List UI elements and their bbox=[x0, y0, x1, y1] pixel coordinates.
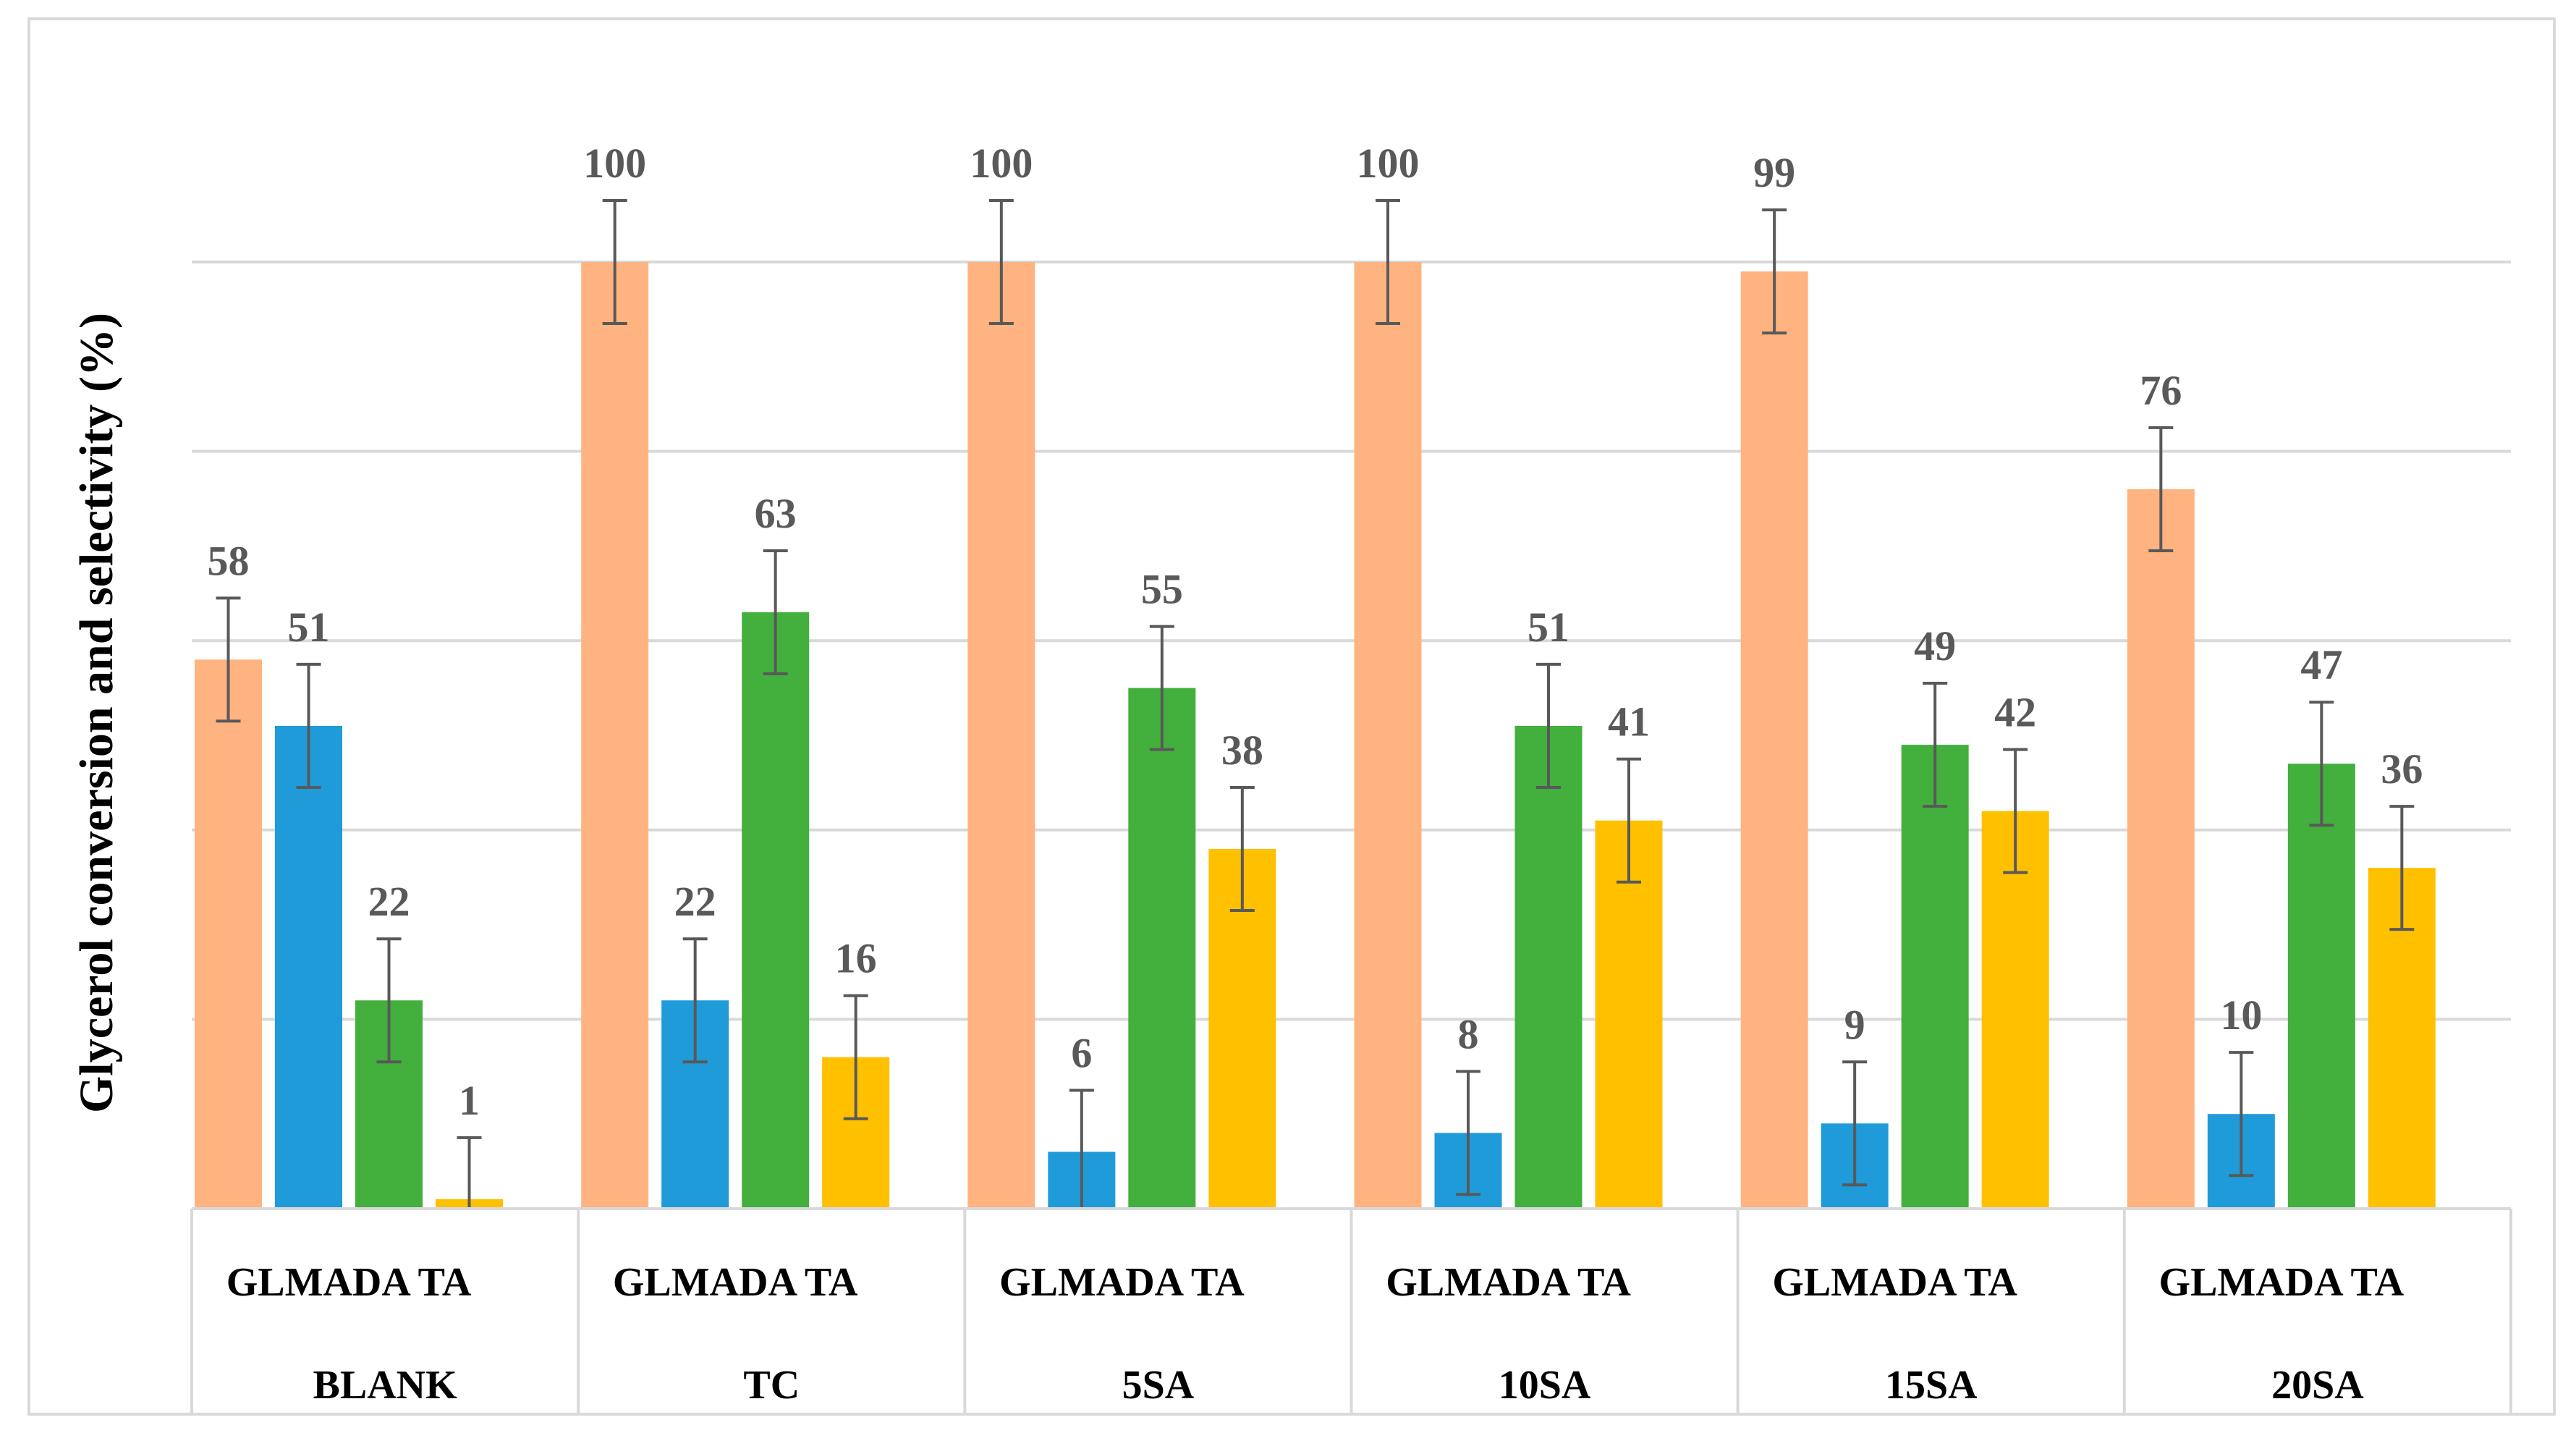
bar-10sa-da bbox=[1514, 725, 1583, 1209]
bar-15sa-ta bbox=[1981, 811, 2049, 1209]
error-bar-15sa-gl bbox=[1762, 208, 1787, 335]
bar-5sa-da bbox=[1128, 688, 1196, 1209]
data-label-blank-ta: 1 bbox=[459, 1077, 480, 1124]
y-axis-label: Glycerol conversion and selectivity (%) bbox=[70, 313, 123, 1113]
category-sublabel-20sa: GLMADA TA bbox=[2159, 1260, 2405, 1305]
category-sublabel-15sa: GLMADA TA bbox=[1772, 1260, 2017, 1305]
data-label-15sa-da: 49 bbox=[1914, 622, 1956, 669]
group-label-10sa: 10SA bbox=[1499, 1363, 1591, 1408]
error-bar-10sa-gl bbox=[1376, 198, 1400, 326]
category-sublabel-tc: GLMADA TA bbox=[613, 1260, 858, 1305]
error-bar-5sa-ta bbox=[1229, 785, 1255, 912]
bar-10sa-ta bbox=[1595, 820, 1663, 1209]
data-label-tc-ma: 22 bbox=[674, 878, 716, 925]
data-label-15sa-ta: 42 bbox=[1994, 689, 2036, 736]
data-label-5sa-gl: 100 bbox=[970, 140, 1033, 187]
error-bar-20sa-ma bbox=[2229, 1051, 2254, 1178]
data-label-20sa-ma: 10 bbox=[2220, 992, 2262, 1039]
data-label-5sa-ma: 6 bbox=[1071, 1030, 1092, 1077]
data-label-tc-da: 63 bbox=[755, 490, 797, 537]
error-bar-5sa-da bbox=[1149, 625, 1174, 751]
error-bar-tc-ta bbox=[843, 994, 868, 1120]
data-label-10sa-da: 51 bbox=[1528, 604, 1569, 651]
data-label-15sa-ma: 9 bbox=[1844, 1001, 1865, 1048]
error-bar-20sa-ta bbox=[2389, 805, 2415, 931]
error-bar-tc-da bbox=[763, 549, 788, 675]
group-label-tc: TC bbox=[743, 1363, 800, 1408]
error-bar-15sa-ta bbox=[2003, 748, 2028, 874]
data-label-15sa-gl: 99 bbox=[1753, 149, 1795, 196]
error-bar-10sa-ma bbox=[1456, 1070, 1480, 1196]
category-sublabel-5sa: GLMADA TA bbox=[999, 1260, 1245, 1305]
error-bar-20sa-da bbox=[2309, 701, 2334, 827]
category-sublabel-blank: GLMADA TA bbox=[226, 1260, 472, 1305]
error-bar-15sa-ma bbox=[1842, 1060, 1868, 1187]
data-label-20sa-da: 47 bbox=[2300, 641, 2342, 688]
group-label-blank: BLANK bbox=[313, 1363, 458, 1408]
gridlines bbox=[192, 261, 2511, 1021]
error-bar-blank-da bbox=[376, 937, 402, 1064]
bar-tc-da bbox=[742, 612, 810, 1209]
data-label-20sa-gl: 76 bbox=[2140, 367, 2182, 414]
group-label-5sa: 5SA bbox=[1122, 1363, 1195, 1408]
data-label-blank-gl: 58 bbox=[208, 537, 250, 584]
error-bars bbox=[216, 198, 2415, 1210]
data-label-10sa-gl: 100 bbox=[1357, 140, 1420, 187]
bar-20sa-da bbox=[2287, 764, 2355, 1209]
data-label-5sa-da: 55 bbox=[1141, 566, 1183, 613]
error-bar-10sa-da bbox=[1536, 662, 1561, 789]
error-bar-10sa-ta bbox=[1617, 757, 1641, 884]
data-label-tc-ta: 16 bbox=[835, 935, 877, 982]
data-label-blank-ma: 51 bbox=[288, 604, 330, 651]
group-label-20sa: 20SA bbox=[2271, 1363, 2364, 1408]
data-label-10sa-ma: 8 bbox=[1458, 1010, 1479, 1057]
bar-20sa-gl bbox=[2127, 489, 2195, 1209]
bar-blank-gl bbox=[195, 659, 262, 1209]
data-labels: 5851221100226316100655381008514199949427… bbox=[208, 140, 2423, 1124]
error-bar-tc-ma bbox=[682, 937, 708, 1064]
group-label-15sa: 15SA bbox=[1885, 1363, 1978, 1408]
error-bar-15sa-da bbox=[1923, 682, 1948, 808]
bar-5sa-gl bbox=[967, 262, 1035, 1209]
error-bar-5sa-gl bbox=[988, 198, 1014, 326]
data-label-5sa-ta: 38 bbox=[1221, 727, 1263, 774]
error-bar-blank-gl bbox=[216, 596, 241, 723]
data-label-blank-da: 22 bbox=[368, 878, 410, 925]
bars bbox=[195, 262, 2436, 1209]
data-label-20sa-ta: 36 bbox=[2381, 745, 2423, 792]
bar-15sa-gl bbox=[1740, 271, 1808, 1209]
data-label-10sa-ta: 41 bbox=[1608, 698, 1650, 745]
error-bar-20sa-gl bbox=[2148, 426, 2174, 552]
bar-tc-gl bbox=[581, 262, 649, 1209]
bar-15sa-da bbox=[1901, 745, 1969, 1209]
error-bar-tc-gl bbox=[602, 198, 627, 326]
bar-blank-ma bbox=[275, 725, 342, 1209]
data-label-tc-gl: 100 bbox=[583, 140, 646, 187]
bar-10sa-gl bbox=[1354, 262, 1422, 1209]
category-axis-table: GLMADA TA BLANK GLMADA TA TC GLMADA TA 5SA GLM… bbox=[190, 1207, 2512, 1414]
error-bar-blank-ma bbox=[296, 662, 321, 789]
category-sublabel-10sa: GLMADA TA bbox=[1386, 1260, 1631, 1305]
